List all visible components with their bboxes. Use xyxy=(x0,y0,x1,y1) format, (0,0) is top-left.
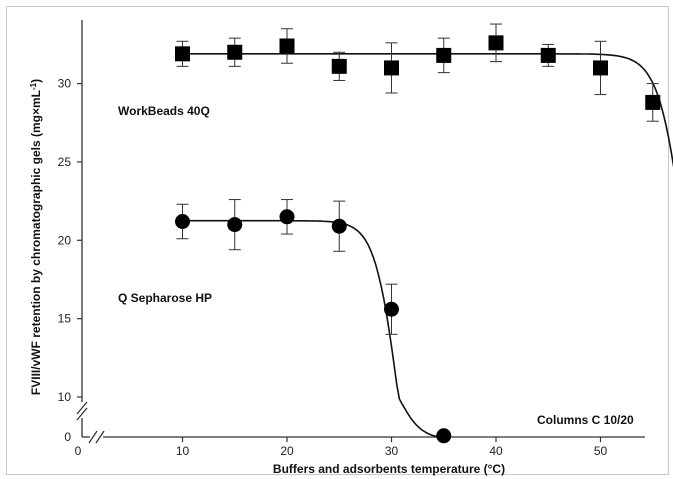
data-point-q-sepharose xyxy=(279,209,295,225)
data-point-workbeads xyxy=(279,38,295,54)
fit-curve-q-sepharose xyxy=(182,219,444,439)
y-tick-label: 15 xyxy=(58,312,72,326)
data-point-workbeads xyxy=(645,94,661,110)
columns-annotation: Columns C 10/20 xyxy=(537,413,634,427)
fit-curves xyxy=(182,53,673,439)
tick-labels: 010152025300102030405060 xyxy=(58,77,608,458)
x-tick-label: 30 xyxy=(385,444,399,458)
data-marks xyxy=(175,23,661,444)
y-axis-title-tail: ) xyxy=(29,79,43,83)
data-point-q-sepharose xyxy=(227,217,243,233)
x-tick-label: 40 xyxy=(489,444,503,458)
x-tick-label: 0 xyxy=(75,444,82,458)
y-tick-label: 20 xyxy=(58,233,72,247)
y-axis-title-main: FVIII/vWF retention by chromatographic g… xyxy=(29,90,43,395)
x-axis-title: Buffers and adsorbents temperature (°C) xyxy=(273,462,505,476)
series-label-q-sepharose: Q Sepharose HP xyxy=(118,291,212,305)
x-tick-label: 10 xyxy=(176,444,190,458)
data-point-workbeads xyxy=(488,35,504,51)
chart-frame xyxy=(6,6,669,475)
y-tick-label: 25 xyxy=(58,155,72,169)
data-point-q-sepharose xyxy=(436,428,452,444)
data-point-q-sepharose xyxy=(384,301,399,317)
x-tick-label: 20 xyxy=(280,444,294,458)
data-point-q-sepharose xyxy=(175,213,190,229)
data-point-workbeads xyxy=(540,47,556,63)
x-tick-label: 50 xyxy=(594,444,608,458)
data-point-workbeads xyxy=(175,46,190,62)
x-axis-break-1 xyxy=(88,430,98,444)
data-point-workbeads xyxy=(331,58,347,74)
data-point-q-sepharose xyxy=(331,218,347,234)
data-point-workbeads xyxy=(593,60,608,76)
data-point-workbeads xyxy=(384,60,399,76)
y-axis-break-1 xyxy=(76,401,88,415)
y-tick-label: 30 xyxy=(58,77,72,91)
y-tick-label: 10 xyxy=(58,390,72,404)
y-axis-break-2 xyxy=(76,407,88,421)
data-point-workbeads xyxy=(436,47,452,63)
data-point-workbeads xyxy=(227,44,243,60)
y-axis-title-superscript: -1 xyxy=(29,82,38,90)
y-axis-title: FVIII/vWF retention by chromatographic g… xyxy=(29,79,43,395)
fit-curve-workbeads xyxy=(182,53,673,168)
axes xyxy=(76,20,645,444)
y-tick-label: 0 xyxy=(64,430,71,444)
x-axis-break-2 xyxy=(95,430,105,444)
series-label-workbeads: WorkBeads 40Q xyxy=(118,104,210,118)
